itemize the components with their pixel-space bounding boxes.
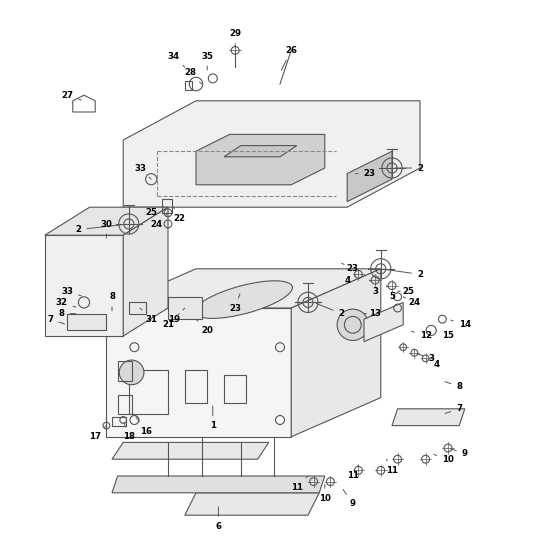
Polygon shape [196, 134, 325, 185]
Text: 2: 2 [384, 269, 423, 279]
Text: 21: 21 [162, 314, 179, 329]
Ellipse shape [195, 281, 292, 319]
Text: 6: 6 [216, 507, 221, 531]
Text: 10: 10 [319, 484, 331, 503]
Text: 23: 23 [229, 294, 241, 312]
Text: 15: 15 [437, 330, 454, 340]
Text: 25: 25 [145, 207, 162, 217]
Text: 7: 7 [445, 404, 462, 413]
Text: 23: 23 [356, 169, 376, 178]
Text: 4: 4 [428, 360, 440, 368]
Text: 27: 27 [61, 91, 81, 100]
Text: 9: 9 [451, 449, 468, 458]
Text: 7: 7 [48, 315, 64, 324]
Text: 11: 11 [347, 465, 359, 480]
Text: 11: 11 [386, 459, 398, 475]
Text: 2: 2 [316, 304, 344, 318]
Text: 28: 28 [184, 68, 202, 84]
Bar [185, 81, 192, 90]
Circle shape [337, 309, 368, 340]
Bar [162, 199, 172, 213]
Text: 13: 13 [364, 309, 381, 318]
Text: 1: 1 [210, 406, 216, 430]
Polygon shape [123, 101, 420, 207]
Text: 12: 12 [412, 332, 432, 340]
Polygon shape [45, 235, 123, 336]
Text: 8: 8 [445, 382, 462, 391]
Text: 3: 3 [370, 280, 378, 296]
Text: 8: 8 [109, 292, 115, 311]
Text: 24: 24 [403, 297, 421, 307]
Polygon shape [347, 151, 392, 202]
Bar [224, 375, 246, 403]
Text: 31: 31 [140, 308, 157, 324]
Polygon shape [106, 269, 381, 308]
Text: 26: 26 [281, 46, 297, 71]
Bar [118, 361, 132, 381]
Text: 33: 33 [61, 287, 81, 296]
Text: 2: 2 [76, 225, 126, 234]
Bar [118, 395, 132, 414]
Text: 16: 16 [136, 417, 152, 436]
Text: 2: 2 [395, 164, 423, 172]
Polygon shape [45, 207, 168, 235]
Polygon shape [123, 207, 168, 336]
Text: 35: 35 [201, 52, 213, 70]
Text: 11: 11 [291, 476, 308, 492]
Text: 32: 32 [55, 298, 76, 307]
Polygon shape [129, 302, 146, 314]
Text: 23: 23 [342, 263, 359, 273]
Text: 22: 22 [173, 207, 185, 223]
Text: 17: 17 [89, 426, 106, 441]
Bar [129, 370, 168, 414]
Text: 5: 5 [386, 286, 395, 301]
Polygon shape [67, 314, 106, 330]
Polygon shape [185, 493, 319, 515]
Text: 3: 3 [417, 354, 434, 363]
Text: 34: 34 [167, 52, 185, 67]
Bar [112, 417, 126, 426]
Polygon shape [106, 308, 291, 437]
Text: 24: 24 [151, 213, 168, 228]
Polygon shape [392, 409, 465, 426]
Circle shape [119, 360, 144, 385]
Text: 19: 19 [167, 308, 185, 324]
Text: 8: 8 [59, 309, 76, 318]
Text: 20: 20 [196, 319, 213, 335]
Polygon shape [112, 476, 325, 493]
Polygon shape [112, 442, 269, 459]
Text: 29: 29 [229, 29, 241, 48]
Text: 10: 10 [434, 455, 454, 464]
Polygon shape [291, 269, 381, 437]
Text: 14: 14 [451, 320, 471, 329]
Polygon shape [224, 146, 297, 157]
Text: 18: 18 [123, 423, 135, 441]
Polygon shape [168, 297, 202, 319]
Text: 33: 33 [134, 164, 151, 179]
Bar [185, 370, 207, 403]
Text: 4: 4 [344, 276, 356, 284]
Polygon shape [364, 302, 403, 342]
Text: 9: 9 [343, 489, 356, 508]
Text: 25: 25 [398, 287, 415, 296]
Text: 30: 30 [100, 220, 113, 238]
